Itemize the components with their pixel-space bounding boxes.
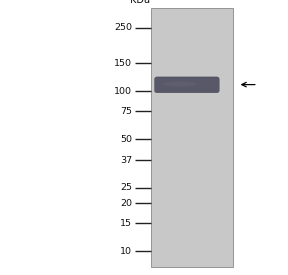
Text: 100: 100 xyxy=(114,87,132,96)
Ellipse shape xyxy=(163,81,196,86)
Text: 150: 150 xyxy=(114,59,132,68)
Text: 15: 15 xyxy=(120,219,132,228)
Text: 20: 20 xyxy=(120,199,132,208)
Text: KDa: KDa xyxy=(130,0,150,5)
Text: 50: 50 xyxy=(120,135,132,144)
Text: 250: 250 xyxy=(114,23,132,32)
Text: 25: 25 xyxy=(120,183,132,192)
Text: 10: 10 xyxy=(120,247,132,256)
FancyBboxPatch shape xyxy=(155,77,219,93)
Text: 75: 75 xyxy=(120,107,132,116)
Text: 37: 37 xyxy=(120,156,132,165)
Bar xyxy=(151,8,233,267)
